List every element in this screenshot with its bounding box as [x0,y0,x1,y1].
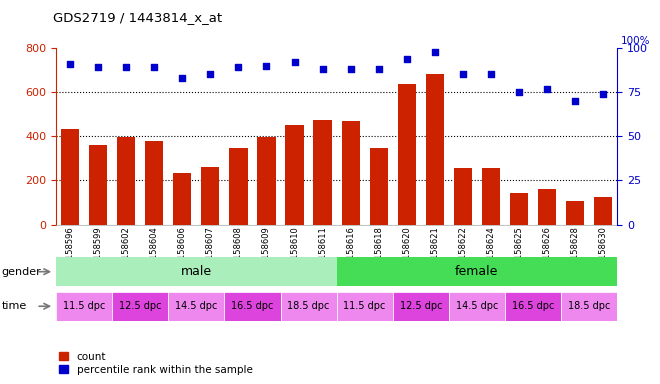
FancyBboxPatch shape [337,257,617,286]
Point [177,75,187,81]
Bar [201,167,220,225]
FancyBboxPatch shape [168,292,224,321]
FancyBboxPatch shape [505,292,561,321]
Point [598,91,609,97]
Bar [510,193,528,225]
Point [486,71,496,78]
FancyBboxPatch shape [56,292,112,321]
Point [149,65,160,71]
FancyBboxPatch shape [280,292,337,321]
FancyBboxPatch shape [393,292,449,321]
Text: 100%: 100% [620,36,650,46]
Point [93,65,104,71]
Bar [482,168,500,225]
Text: male: male [181,265,212,278]
Bar [594,197,612,225]
Point [401,56,412,62]
Point [374,66,384,72]
Point [205,71,216,78]
Text: 16.5 dpc: 16.5 dpc [512,301,554,311]
Text: 11.5 dpc: 11.5 dpc [343,301,386,311]
Point [65,61,75,67]
Bar [89,145,108,225]
Bar [426,74,444,225]
Text: 12.5 dpc: 12.5 dpc [399,301,442,311]
Bar [61,129,79,225]
Bar [453,168,472,225]
FancyBboxPatch shape [56,257,337,286]
Bar [341,121,360,225]
Point [121,65,131,71]
FancyBboxPatch shape [224,292,280,321]
Point [317,66,328,72]
FancyBboxPatch shape [449,292,505,321]
Point [430,48,440,55]
Bar [229,149,248,225]
Point [289,59,300,65]
Bar [285,125,304,225]
Point [570,98,580,104]
Text: 14.5 dpc: 14.5 dpc [455,301,498,311]
Bar [257,137,276,225]
Text: female: female [455,265,498,278]
Point [542,86,552,92]
Point [513,89,524,95]
Bar [173,173,191,225]
Point [261,63,272,69]
Text: 11.5 dpc: 11.5 dpc [63,301,106,311]
Text: 16.5 dpc: 16.5 dpc [231,301,274,311]
Text: 12.5 dpc: 12.5 dpc [119,301,162,311]
Text: 18.5 dpc: 18.5 dpc [287,301,330,311]
Point [345,66,356,72]
FancyBboxPatch shape [337,292,393,321]
Bar [370,149,388,225]
Bar [117,137,135,225]
Text: 14.5 dpc: 14.5 dpc [175,301,218,311]
Bar [314,120,332,225]
Text: time: time [1,301,26,311]
Text: GDS2719 / 1443814_x_at: GDS2719 / 1443814_x_at [53,12,222,25]
FancyBboxPatch shape [561,292,617,321]
FancyBboxPatch shape [112,292,168,321]
Text: 18.5 dpc: 18.5 dpc [568,301,611,311]
Bar [566,202,584,225]
Point [233,65,244,71]
Bar [538,189,556,225]
Text: gender: gender [1,266,41,277]
Bar [397,84,416,225]
Point [457,71,468,78]
Bar [145,141,164,225]
Legend: count, percentile rank within the sample: count, percentile rank within the sample [55,348,257,379]
